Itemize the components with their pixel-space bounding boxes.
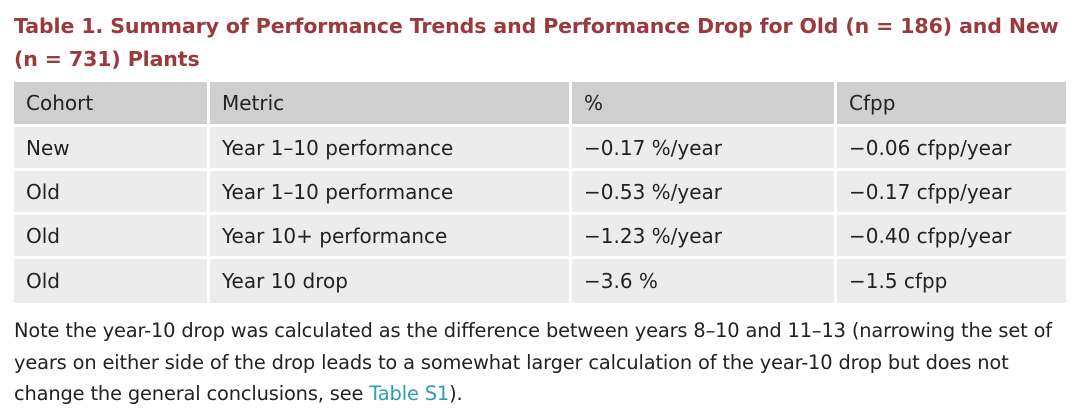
- table-note: Note the year-10 drop was calculated as …: [14, 315, 1070, 410]
- cell-cohort: New: [14, 127, 210, 171]
- cell-cohort: Old: [14, 171, 210, 215]
- header-percent: %: [572, 82, 837, 127]
- header-cfpp: Cfpp: [837, 82, 1066, 127]
- table-row: Old Year 10 drop −3.6 % −1.5 cfpp: [14, 259, 1066, 303]
- table-caption: Table 1. Summary of Performance Trends a…: [14, 14, 1059, 71]
- cell-cfpp: −1.5 cfpp: [837, 259, 1066, 303]
- cell-metric: Year 1–10 performance: [210, 171, 572, 215]
- cell-percent: −3.6 %: [572, 259, 837, 303]
- cell-percent: −0.17 %/year: [572, 127, 837, 171]
- table-s1-link[interactable]: Table S1: [369, 382, 450, 405]
- note-text-end: ).: [449, 382, 463, 405]
- cell-metric: Year 1–10 performance: [210, 127, 572, 171]
- table-row: Old Year 10+ performance −1.23 %/year −0…: [14, 215, 1066, 259]
- cell-metric: Year 10 drop: [210, 259, 572, 303]
- cell-cohort: Old: [14, 259, 210, 303]
- cell-cfpp: −0.40 cfpp/year: [837, 215, 1066, 259]
- table-header-row: Cohort Metric % Cfpp: [14, 82, 1066, 127]
- header-metric: Metric: [210, 82, 572, 127]
- summary-table: Cohort Metric % Cfpp New Year 1–10 perfo…: [14, 82, 1066, 303]
- table-row: New Year 1–10 performance −0.17 %/year −…: [14, 127, 1066, 171]
- cell-percent: −0.53 %/year: [572, 171, 837, 215]
- cell-cfpp: −0.17 cfpp/year: [837, 171, 1066, 215]
- cell-percent: −1.23 %/year: [572, 215, 837, 259]
- note-text: Note the year-10 drop was calculated as …: [14, 319, 1052, 405]
- cell-cohort: Old: [14, 215, 210, 259]
- table-row: Old Year 1–10 performance −0.53 %/year −…: [14, 171, 1066, 215]
- cell-cfpp: −0.06 cfpp/year: [837, 127, 1066, 171]
- header-cohort: Cohort: [14, 82, 210, 127]
- cell-metric: Year 10+ performance: [210, 215, 572, 259]
